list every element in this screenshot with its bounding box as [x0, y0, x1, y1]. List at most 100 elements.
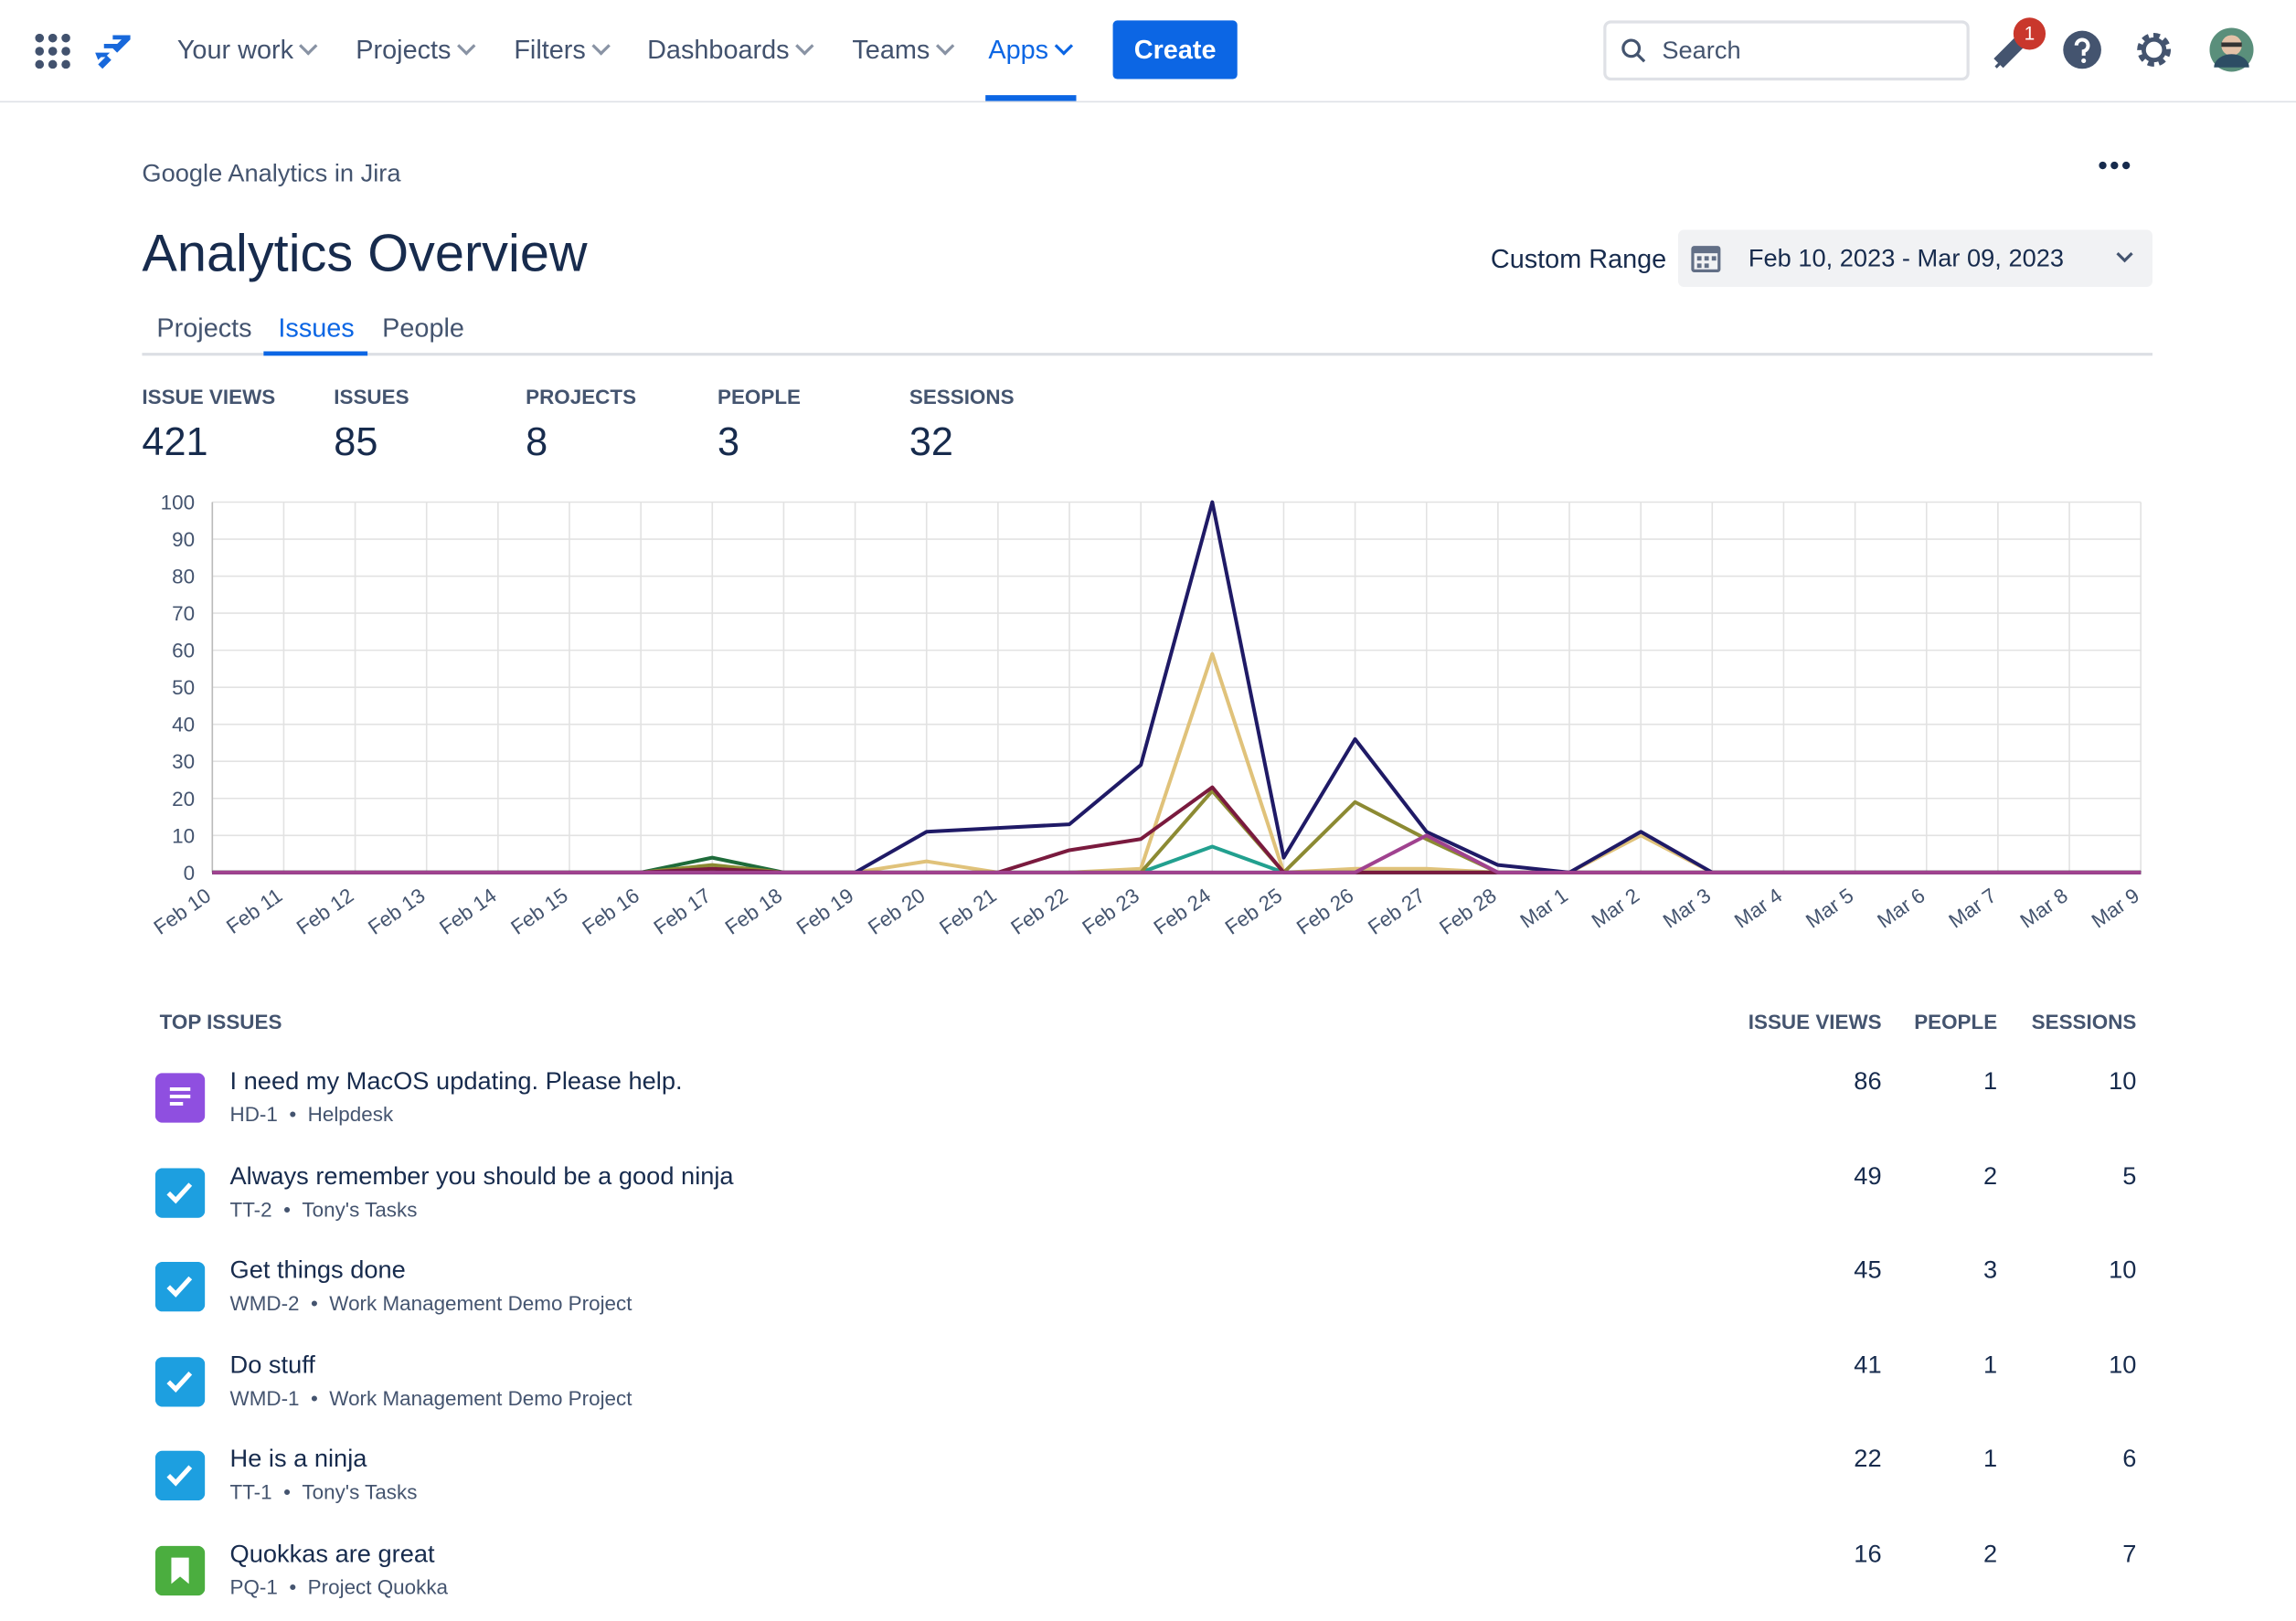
issue-icon	[155, 1356, 205, 1405]
issue-type-icon	[155, 1073, 205, 1122]
nav-projects[interactable]: Projects	[356, 35, 473, 66]
column-header: ISSUE VIEWS	[1749, 1010, 1882, 1033]
nav-filters[interactable]: Filters	[514, 35, 608, 66]
issue-title[interactable]: Always remember you should be a good nin…	[230, 1161, 734, 1191]
issue-people: 3	[1909, 1256, 1997, 1286]
tabs-divider	[142, 353, 2152, 355]
issue-icon	[155, 1451, 205, 1500]
separator: •	[278, 1102, 308, 1126]
tab-issues[interactable]: Issues	[278, 313, 354, 344]
y-tick-label: 40	[172, 714, 195, 736]
issue-meta: PQ-1 • Project Quokka	[230, 1574, 449, 1598]
separator: •	[272, 1480, 303, 1504]
issue-type-icon	[155, 1451, 205, 1500]
jira-logo[interactable]	[95, 32, 133, 70]
breadcrumb[interactable]: Google Analytics in Jira	[142, 160, 400, 189]
column-header: SESSIONS	[2032, 1010, 2137, 1033]
x-tick-label: Feb 23	[1079, 884, 1143, 938]
y-tick-label: 10	[172, 824, 195, 847]
issue-title[interactable]: Do stuff	[230, 1351, 315, 1380]
x-tick-label: Feb 25	[1221, 884, 1286, 938]
issue-views: 16	[1793, 1540, 1881, 1569]
search-placeholder: Search	[1662, 37, 1740, 66]
issue-people: 1	[1909, 1067, 1997, 1097]
settings-icon[interactable]	[2135, 31, 2174, 69]
nav-teams[interactable]: Teams	[852, 35, 951, 66]
nav-apps[interactable]: Apps	[988, 35, 1070, 66]
x-tick-label: Mar 2	[1588, 884, 1643, 932]
x-tick-label: Mar 7	[1945, 884, 2001, 932]
issue-meta: HD-1 • Helpdesk	[230, 1102, 394, 1126]
top-nav: Your work Projects Filters Dashboards Te…	[0, 0, 2296, 102]
issue-title[interactable]: He is a ninja	[230, 1445, 367, 1474]
x-tick-label: Mar 9	[2088, 884, 2143, 932]
issue-sessions: 10	[2048, 1351, 2136, 1380]
separator: •	[300, 1291, 330, 1315]
y-tick-label: 50	[172, 676, 195, 699]
active-tab-underline	[263, 351, 367, 355]
y-tick-label: 30	[172, 750, 195, 773]
notification-badge: 1	[2014, 17, 2046, 49]
issue-key: TT-2	[230, 1197, 272, 1221]
stat-value: 3	[718, 420, 739, 466]
issue-key: WMD-2	[230, 1291, 300, 1315]
search-box[interactable]: Search	[1603, 20, 1970, 80]
x-tick-label: Mar 5	[1802, 884, 1857, 932]
x-tick-label: Feb 13	[364, 884, 429, 938]
page-title: Analytics Overview	[142, 223, 587, 284]
more-actions[interactable]	[2097, 158, 2135, 173]
stat-value: 85	[334, 420, 377, 466]
issue-sessions: 5	[2048, 1161, 2136, 1191]
issue-people: 1	[1909, 1445, 1997, 1474]
column-header: PEOPLE	[1914, 1010, 1997, 1033]
issue-icon	[155, 1168, 205, 1217]
y-tick-label: 100	[161, 492, 195, 514]
issue-title[interactable]: I need my MacOS updating. Please help.	[230, 1067, 683, 1097]
separator: •	[278, 1574, 308, 1598]
app-switcher[interactable]	[35, 34, 69, 69]
y-tick-label: 80	[172, 566, 195, 588]
y-tick-label: 20	[172, 788, 195, 810]
issue-meta: TT-1 • Tony's Tasks	[230, 1480, 418, 1504]
issue-project: Tony's Tasks	[302, 1480, 417, 1504]
issue-key: HD-1	[230, 1102, 278, 1126]
x-tick-label: Mar 8	[2016, 884, 2072, 932]
issue-type-icon	[155, 1356, 205, 1405]
x-tick-label: Mar 6	[1873, 884, 1929, 932]
y-tick-label: 90	[172, 528, 195, 551]
issue-views: 45	[1793, 1256, 1881, 1286]
issue-icon	[155, 1073, 205, 1122]
issue-project: Tony's Tasks	[302, 1197, 417, 1221]
x-tick-label: Feb 28	[1435, 884, 1500, 938]
issue-sessions: 6	[2048, 1445, 2136, 1474]
issue-project: Work Management Demo Project	[329, 1291, 632, 1315]
x-tick-label: Feb 21	[935, 884, 1000, 938]
search-icon	[1621, 38, 1647, 65]
issue-title[interactable]: Get things done	[230, 1256, 406, 1286]
range-label: Custom Range	[1491, 245, 1666, 276]
issue-people: 2	[1909, 1540, 1997, 1569]
series-line	[212, 835, 2141, 873]
x-tick-label: Feb 20	[864, 884, 929, 938]
series-line	[212, 846, 2141, 872]
create-button[interactable]: Create	[1113, 20, 1238, 79]
help-icon[interactable]	[2062, 29, 2103, 70]
nav-your-work[interactable]: Your work	[177, 35, 315, 66]
date-range-value: Feb 10, 2023 - Mar 09, 2023	[1749, 245, 2064, 274]
x-tick-label: Mar 3	[1659, 884, 1715, 932]
chart: 0102030405060708090100Feb 10Feb 11Feb 12…	[0, 483, 2296, 952]
issue-sessions: 10	[2048, 1067, 2136, 1097]
date-range-picker[interactable]: Feb 10, 2023 - Mar 09, 2023	[1678, 230, 2152, 287]
tab-people[interactable]: People	[382, 313, 464, 344]
tab-projects[interactable]: Projects	[156, 313, 251, 344]
issue-key: WMD-1	[230, 1385, 300, 1409]
avatar[interactable]	[2208, 26, 2255, 73]
issue-views: 41	[1793, 1351, 1881, 1380]
x-tick-label: Feb 16	[579, 884, 643, 938]
issue-type-icon	[155, 1262, 205, 1311]
stat-label: ISSUE VIEWS	[142, 385, 275, 408]
nav-dashboards[interactable]: Dashboards	[647, 35, 812, 66]
issue-title[interactable]: Quokkas are great	[230, 1540, 435, 1569]
issue-views: 86	[1793, 1067, 1881, 1097]
